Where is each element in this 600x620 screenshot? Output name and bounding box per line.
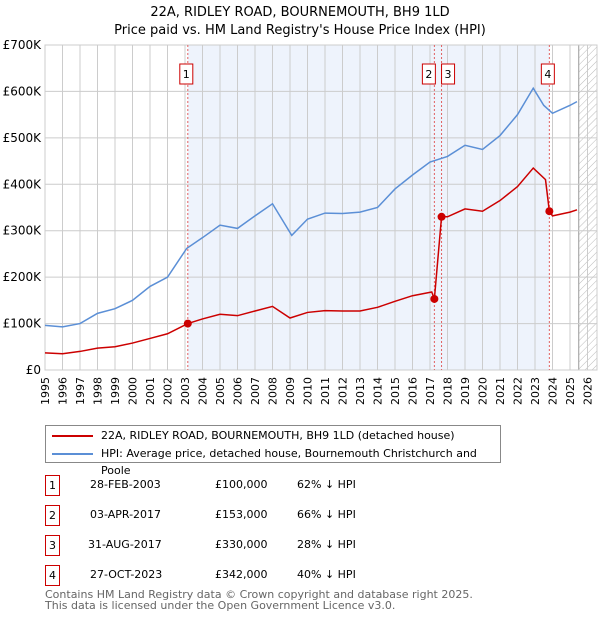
sale-price: £342,000 [215,568,268,581]
y-tick-label: £300K [3,224,43,238]
footer-line: This data is licensed under the Open Gov… [45,599,396,612]
legend-label: HPI: Average price, detached house, Bour… [101,447,477,477]
sale-date: 28-FEB-2003 [90,478,161,491]
x-tick-label: 1995 [39,377,52,405]
legend-item-hpi: HPI: Average price, detached house, Bour… [46,445,500,477]
x-tick-label: 1998 [92,377,105,405]
x-tick-label: 2013 [354,377,367,405]
sale-point [183,319,192,328]
x-tick-label: 2016 [407,377,420,405]
y-tick-label: £100K [3,317,43,331]
x-tick-label: 2000 [127,377,140,405]
sale-row: 2 03-APR-2017 £153,000 66% ↓ HPI [45,505,445,526]
legend-item-price: 22A, RIDLEY ROAD, BOURNEMOUTH, BH9 1LD (… [46,427,500,444]
sale-hpi-diff: 40% ↓ HPI [297,568,356,581]
sale-hpi-diff: 62% ↓ HPI [297,478,356,491]
footer: Contains HM Land Registry data © Crown c… [45,589,473,611]
price-line [44,166,578,355]
legend-label: 22A, RIDLEY ROAD, BOURNEMOUTH, BH9 1LD (… [101,429,455,442]
sale-point [430,294,439,303]
x-tick-label: 2026 [582,377,595,405]
sale-label: 2 [425,68,432,81]
chart-title: 22A, RIDLEY ROAD, BOURNEMOUTH, BH9 1LD P… [0,4,600,40]
hpi-line [44,86,578,328]
x-tick-label: 2009 [284,377,297,405]
x-tick-label: 1997 [74,377,87,405]
sale-label-box [540,63,555,85]
plot-frame [44,44,598,371]
sale-price: £153,000 [215,508,268,521]
x-tick-label: 2008 [267,377,280,405]
sale-number: 3 [45,535,60,556]
x-tick-label: 2006 [232,377,245,405]
sale-period-shade [187,45,550,370]
sale-label-box [179,63,194,85]
sale-number: 2 [45,505,60,526]
legend-line-hpi [52,453,93,455]
sale-point [545,207,554,216]
sale-price: £330,000 [215,538,268,551]
x-tick-label: 2010 [302,377,315,405]
sale-number: 1 [45,475,60,496]
y-tick-label: £500K [3,131,43,145]
y-tick-label: £200K [3,270,43,284]
sale-date: 27-OCT-2023 [90,568,163,581]
sale-row: 4 27-OCT-2023 £342,000 40% ↓ HPI [45,565,445,586]
x-tick-label: 2023 [529,377,542,405]
price-chart: 1995 1996 1997 1998 1999 2000 2001 2002 2003 2004… [3,38,598,405]
sale-label: 1 [183,68,190,81]
sale-label: 4 [544,68,551,81]
x-tick-label: 2018 [442,377,455,405]
x-tick-label: 2011 [319,377,332,405]
x-tick-label: 2007 [249,377,262,405]
sale-number: 4 [45,565,60,586]
x-tick-label: 2001 [144,377,157,405]
x-tick-label: 2020 [477,377,490,405]
x-tick-label: 2019 [459,377,472,405]
sale-hpi-diff: 28% ↓ HPI [297,538,356,551]
x-tick-label: 2002 [162,377,175,405]
x-tick-label: 2003 [179,377,192,405]
x-tick-label: 2022 [512,377,525,405]
title-line: 22A, RIDLEY ROAD, BOURNEMOUTH, BH9 1LD [150,5,450,20]
subtitle-line: Price paid vs. HM Land Registry's House … [114,23,486,38]
legend: 22A, RIDLEY ROAD, BOURNEMOUTH, BH9 1LD (… [45,425,501,477]
x-tick-label: 2025 [564,377,577,405]
footer-line: Contains HM Land Registry data © Crown c… [45,588,473,601]
x-tick-label: 2004 [197,377,210,405]
x-tick-label: 2012 [337,377,350,405]
sale-date: 03-APR-2017 [90,508,162,521]
x-tick-label: 2014 [372,377,385,405]
sale-hpi-diff: 66% ↓ HPI [297,508,356,521]
x-tick-label: 2021 [494,377,507,405]
y-tick-label: £600K [3,84,43,98]
sale-row: 3 31-AUG-2017 £330,000 28% ↓ HPI [45,535,445,556]
x-tick-label: 1999 [109,377,122,405]
x-tick-label: 1996 [57,377,70,405]
y-tick-label: £700K [3,38,43,52]
x-tick-label: 2015 [389,377,402,405]
x-tick-label: 2005 [214,377,227,405]
sale-label: 3 [445,68,452,81]
x-tick-label: 2017 [424,377,437,405]
sale-date: 31-AUG-2017 [88,538,162,551]
y-tick-label: £0 [26,363,41,377]
sale-label-box [421,63,436,85]
sale-point [437,212,446,221]
sale-price: £100,000 [215,478,268,491]
sale-row: 1 28-FEB-2003 £100,000 62% ↓ HPI [45,475,445,496]
x-tick-label: 2024 [547,377,560,405]
sale-label-box [441,63,456,85]
y-tick-label: £400K [3,177,43,191]
legend-line-price [52,435,93,437]
